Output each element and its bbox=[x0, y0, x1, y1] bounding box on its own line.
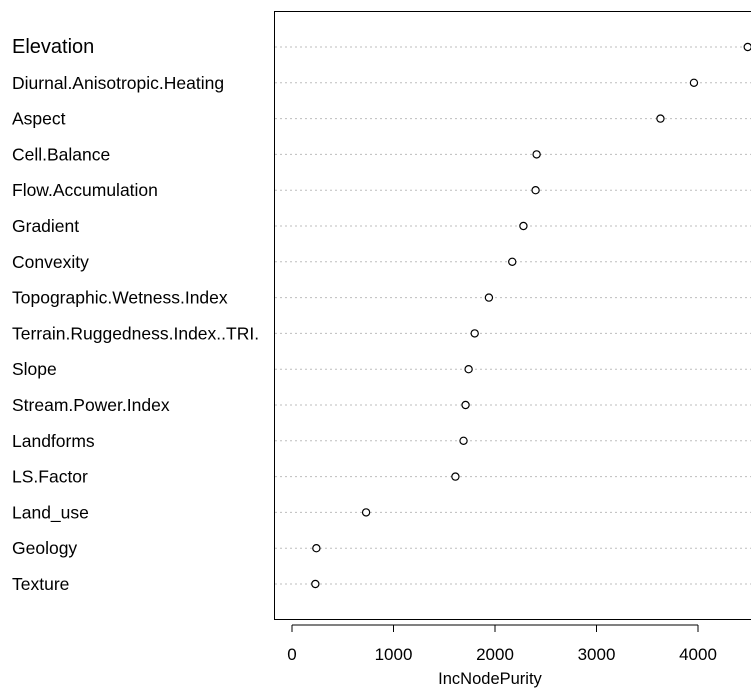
data-point bbox=[531, 185, 540, 195]
x-axis: 0 1000 2000 3000 4000 bbox=[287, 624, 717, 664]
data-point bbox=[743, 42, 751, 52]
gridlines bbox=[275, 46, 751, 585]
category-label: Land_use bbox=[12, 502, 89, 523]
data-point bbox=[519, 221, 528, 231]
data-point bbox=[656, 114, 665, 123]
x-tick-label: 1000 bbox=[375, 645, 413, 664]
data-point bbox=[459, 436, 468, 445]
category-label: Stream.Power.Index bbox=[12, 395, 170, 415]
category-label: Slope bbox=[12, 359, 57, 379]
category-label: Flow.Accumulation bbox=[12, 180, 158, 200]
category-labels: Elevation Diurnal.Anisotropic.Heating Aspe… bbox=[12, 36, 259, 594]
data-point bbox=[461, 400, 470, 410]
data-point bbox=[464, 365, 473, 374]
category-label: Landforms bbox=[12, 431, 95, 451]
data-point bbox=[311, 579, 320, 589]
category-label: Terrain.Ruggedness.Index..TRI. bbox=[12, 323, 259, 343]
category-label: Gradient bbox=[12, 216, 79, 236]
category-label: Texture bbox=[12, 574, 69, 594]
category-label: Topographic.Wetness.Index bbox=[12, 288, 228, 308]
category-label: Elevation bbox=[12, 36, 94, 58]
plot-frame bbox=[274, 11, 751, 620]
x-tick-label: 0 bbox=[287, 645, 296, 664]
x-tick-label: 3000 bbox=[578, 645, 616, 664]
category-label: Aspect bbox=[12, 109, 66, 129]
category-label: Geology bbox=[12, 538, 77, 558]
data-point bbox=[689, 78, 699, 88]
category-label: LS.Factor bbox=[12, 467, 88, 487]
x-tick-label: 4000 bbox=[679, 645, 717, 664]
data-points bbox=[311, 42, 751, 589]
category-label: Diurnal.Anisotropic.Heating bbox=[12, 73, 224, 93]
data-point bbox=[508, 257, 517, 266]
data-point bbox=[470, 329, 479, 338]
data-point bbox=[451, 472, 460, 481]
x-axis-title: IncNodePurity bbox=[438, 670, 542, 688]
data-point bbox=[484, 293, 494, 302]
data-point bbox=[361, 508, 371, 517]
category-label: Cell.Balance bbox=[12, 144, 110, 164]
category-label: Convexity bbox=[12, 252, 89, 272]
data-point bbox=[312, 544, 321, 553]
x-tick-label: 2000 bbox=[476, 645, 514, 664]
data-point bbox=[532, 150, 541, 159]
